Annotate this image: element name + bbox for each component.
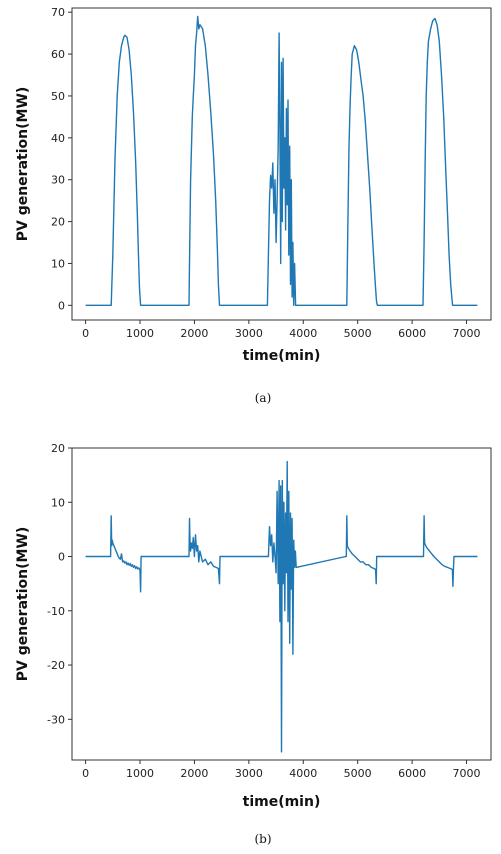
x-tick-label: 5000 (344, 767, 372, 780)
y-tick-label: -30 (47, 713, 65, 726)
x-tick-label: 4000 (289, 327, 317, 340)
y-axis-label-a: PV generation(MW) (15, 87, 31, 242)
y-tick-label: 70 (51, 6, 65, 19)
y-tick-label: 20 (51, 442, 65, 455)
figure-caption-b: (b) (254, 832, 271, 846)
x-tick-label: 7000 (453, 327, 481, 340)
x-tick-label: 7000 (453, 767, 481, 780)
y-tick-label: 0 (58, 299, 65, 312)
y-tick-label: -10 (47, 605, 65, 618)
pv-series-line-b (85, 460, 478, 753)
pv-series-line-a (85, 15, 478, 306)
y-tick-label: 20 (51, 216, 65, 229)
chart-panel-a: 0 10 20 30 40 50 60 70 0 1000 2000 3000 4000 5000 600… (15, 6, 492, 405)
x-tick-label: 0 (82, 327, 89, 340)
x-tick-label: 2000 (180, 767, 208, 780)
x-tick-label: 3000 (235, 767, 263, 780)
x-tick-label: 4000 (289, 767, 317, 780)
x-tick-label: 5000 (344, 327, 372, 340)
x-tick-label: 0 (82, 767, 89, 780)
y-tick-label: 50 (51, 90, 65, 103)
x-tick-label: 1000 (126, 327, 154, 340)
y-tick-label: 60 (51, 48, 65, 61)
x-axis-a: 0 1000 2000 3000 4000 5000 6000 7000 (82, 320, 481, 340)
x-axis-b: 0 1000 2000 3000 4000 5000 6000 7000 (82, 760, 481, 780)
y-tick-label: 40 (51, 132, 65, 145)
plot-frame-b (71, 447, 492, 761)
y-tick-label: 10 (51, 257, 65, 270)
y-axis-label-b: PV generation(MW) (15, 527, 31, 682)
x-tick-label: 6000 (398, 327, 426, 340)
x-tick-label: 2000 (180, 327, 208, 340)
plot-frame-a (71, 7, 492, 321)
x-tick-label: 1000 (126, 767, 154, 780)
y-axis-b: -30 -20 -10 0 10 20 (47, 442, 72, 726)
x-axis-label-a: time(min) (243, 348, 321, 364)
chart-panel-b: -30 -20 -10 0 10 20 0 1000 2000 3000 4000 5000 6000… (15, 442, 492, 846)
x-tick-label: 3000 (235, 327, 263, 340)
figure-caption-a: (a) (255, 391, 272, 405)
y-tick-label: -20 (47, 659, 65, 672)
x-tick-label: 6000 (398, 767, 426, 780)
y-tick-label: 10 (51, 496, 65, 509)
y-axis-a: 0 10 20 30 40 50 60 70 (51, 6, 72, 312)
y-tick-label: 0 (58, 551, 65, 564)
x-axis-label-b: time(min) (243, 794, 321, 810)
y-tick-label: 30 (51, 174, 65, 187)
